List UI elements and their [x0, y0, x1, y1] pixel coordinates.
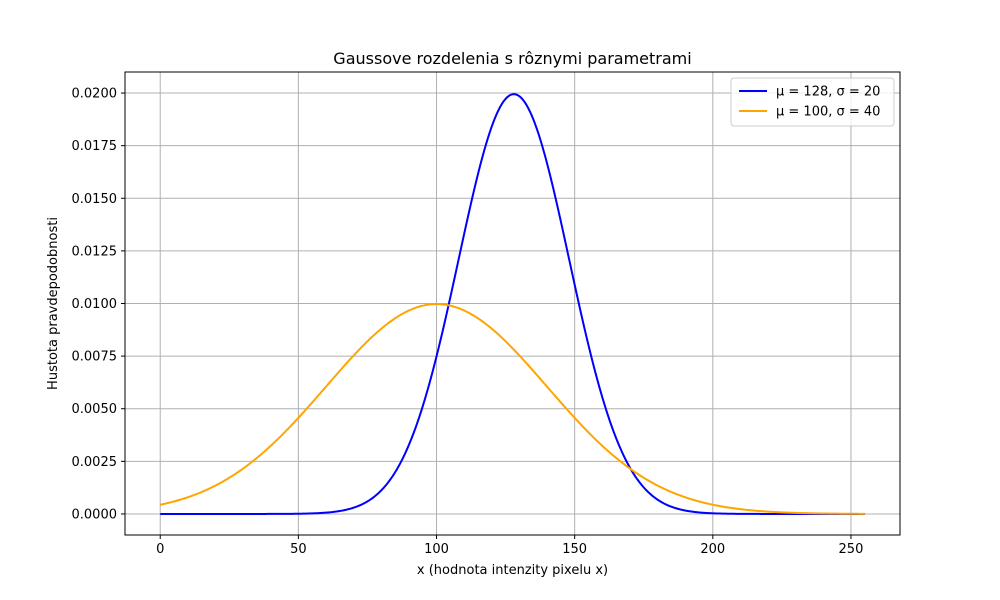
x-tick-label: 150 [562, 542, 587, 557]
y-tick-label: 0.0025 [72, 455, 118, 470]
y-axis-label: Hustota pravdepodobnosti [46, 217, 61, 390]
legend-box [730, 77, 895, 127]
x-tick-label: 50 [290, 542, 307, 557]
y-tick-label: 0.0150 [72, 192, 118, 207]
y-tick-label: 0.0075 [72, 350, 118, 365]
x-tick-label: 100 [424, 542, 449, 557]
y-tick-label: 0.0200 [72, 87, 118, 102]
x-axis-label: x (hodnota intenzity pixelu x) [417, 563, 608, 578]
y-tick-label: 0.0050 [72, 402, 118, 417]
y-tick-label: 0.0125 [72, 244, 118, 259]
legend: μ = 128, σ = 20 μ = 100, σ = 40 [730, 77, 895, 127]
series-line-1 [160, 93, 865, 515]
series-line-2 [160, 303, 865, 515]
legend-label-series-2: μ = 100, σ = 40 [776, 105, 880, 120]
y-tick-label: 0.0000 [72, 507, 118, 522]
ticks: 0 50 100 150 200 250 0.0000 0.0025 0.0050 0.0075 0… [72, 87, 864, 557]
legend-label-series-1: μ = 128, σ = 20 [776, 85, 880, 100]
y-tick-label: 0.0175 [72, 139, 118, 154]
x-tick-label: 250 [839, 542, 864, 557]
chart-title: Gaussove rozdelenia s rôznymi parametram… [333, 49, 691, 68]
y-tick-label: 0.0100 [72, 297, 118, 312]
x-tick-label: 200 [700, 542, 725, 557]
x-tick-label: 0 [156, 542, 164, 557]
series-lines [160, 93, 865, 515]
